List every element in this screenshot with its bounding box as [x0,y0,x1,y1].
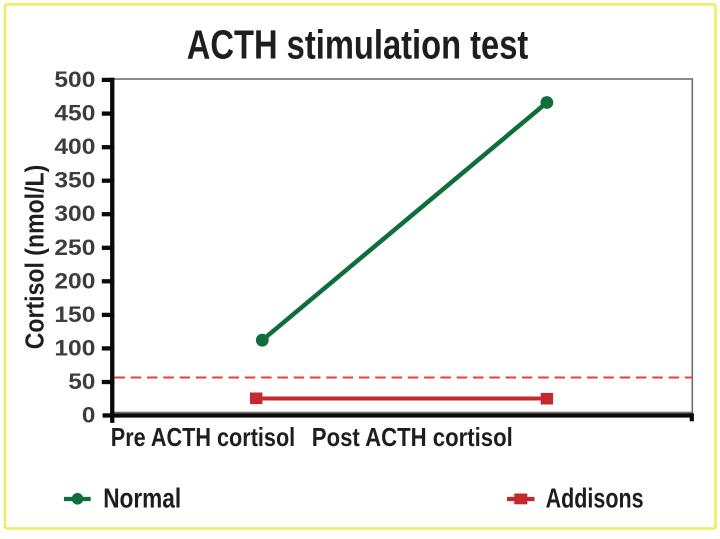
svg-text:Pre ACTH cortisol: Pre ACTH cortisol [111,422,295,452]
svg-text:450: 450 [54,101,95,126]
svg-text:100: 100 [54,335,95,360]
svg-text:150: 150 [54,302,95,327]
svg-text:ACTH stimulation test: ACTH stimulation test [187,22,529,68]
svg-text:350: 350 [54,168,95,193]
svg-text:Post ACTH cortisol: Post ACTH cortisol [312,422,513,452]
svg-text:Addisons: Addisons [546,482,644,513]
svg-text:400: 400 [54,134,95,159]
svg-text:250: 250 [54,235,95,260]
svg-text:50: 50 [68,369,95,394]
svg-text:Cortisol (nmol/L): Cortisol (nmol/L) [22,165,50,350]
svg-text:200: 200 [54,268,95,293]
svg-text:Normal: Normal [103,483,181,514]
svg-text:300: 300 [54,201,95,226]
svg-text:500: 500 [54,67,95,92]
svg-text:0: 0 [82,403,96,428]
